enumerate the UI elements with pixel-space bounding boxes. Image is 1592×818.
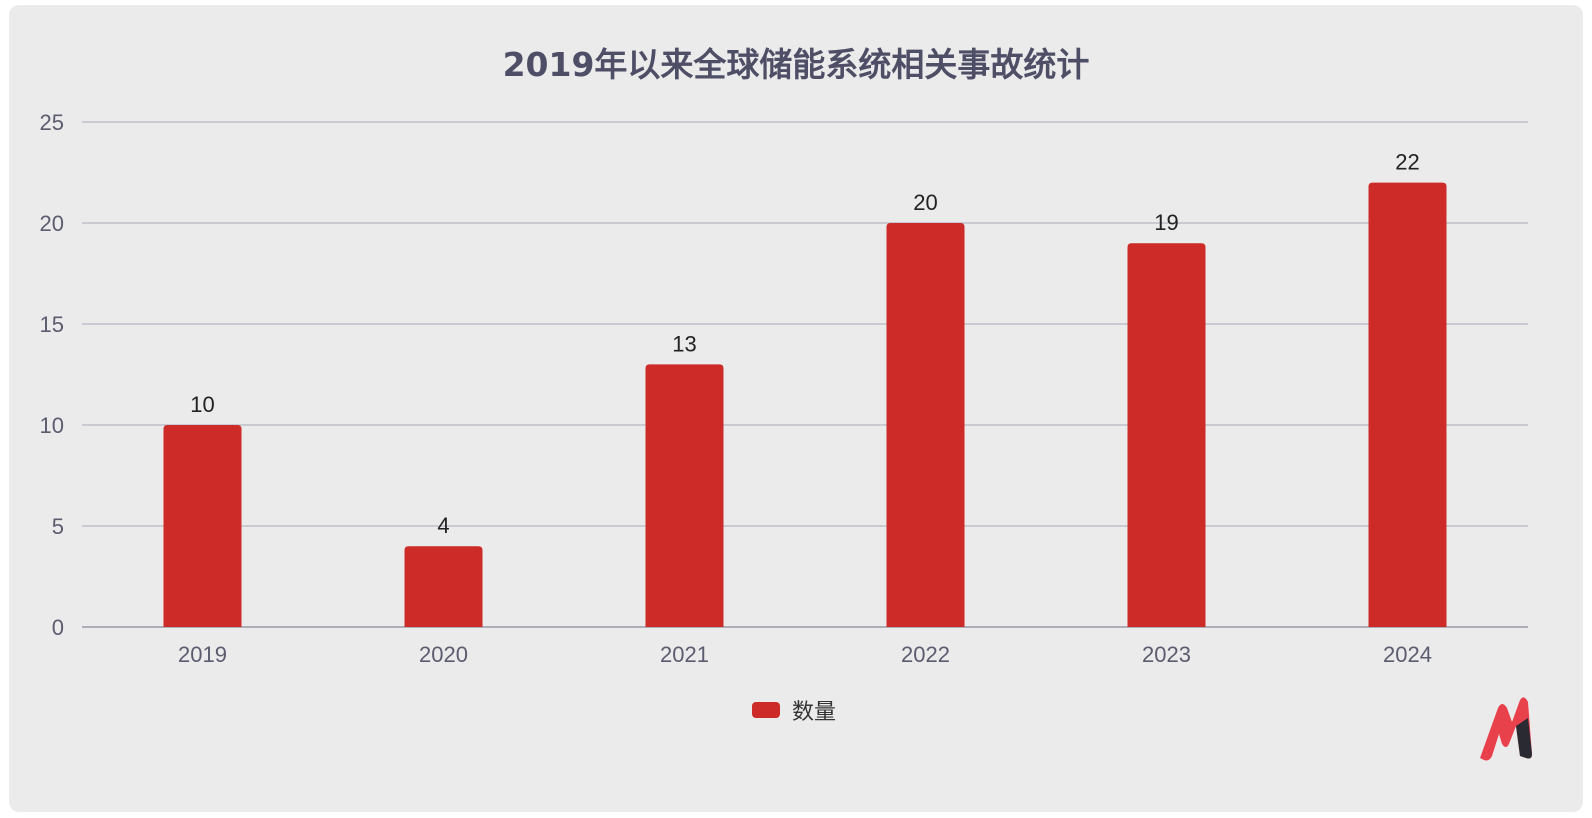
y-tick-label: 20 <box>40 211 64 236</box>
y-tick-label: 5 <box>52 514 64 539</box>
gridlines <box>82 121 1528 628</box>
y-axis-ticks: 0 5 10 15 20 25 <box>40 110 64 640</box>
bar-2023[interactable] <box>1127 243 1206 627</box>
data-labels: 10 4 13 20 19 22 <box>190 150 1419 539</box>
data-label-2021: 13 <box>672 331 696 356</box>
y-tick-label: 15 <box>40 312 64 337</box>
chart-title: 2019年以来全球储能系统相关事故统计 <box>502 45 1090 84</box>
y-tick-label: 25 <box>40 110 64 135</box>
x-tick-label: 2022 <box>901 642 950 667</box>
y-tick-label: 10 <box>40 413 64 438</box>
bar-2024[interactable] <box>1368 182 1447 627</box>
legend-swatch <box>752 702 780 718</box>
chart-card <box>9 5 1583 812</box>
x-tick-label: 2023 <box>1142 642 1191 667</box>
x-tick-label: 2024 <box>1383 642 1432 667</box>
data-label-2019: 10 <box>190 392 214 417</box>
bar-2022[interactable] <box>886 223 965 627</box>
data-label-2023: 19 <box>1154 210 1178 235</box>
legend[interactable]: 数量 <box>752 694 836 726</box>
data-label-2020: 4 <box>437 513 449 538</box>
x-tick-label: 2020 <box>419 642 468 667</box>
x-axis-ticks: 2019 2020 2021 2022 2023 2024 <box>178 642 1432 667</box>
data-label-2024: 22 <box>1395 150 1419 175</box>
bar-2021[interactable] <box>645 364 724 627</box>
x-tick-label: 2021 <box>660 642 709 667</box>
m-logo-icon <box>1480 697 1532 761</box>
bar-2019[interactable] <box>163 425 242 627</box>
bar-2020[interactable] <box>404 546 483 627</box>
x-tick-label: 2019 <box>178 642 227 667</box>
bars <box>163 182 1447 627</box>
legend-label: 数量 <box>792 700 837 725</box>
data-label-2022: 20 <box>913 190 937 215</box>
y-tick-label: 0 <box>52 615 64 640</box>
